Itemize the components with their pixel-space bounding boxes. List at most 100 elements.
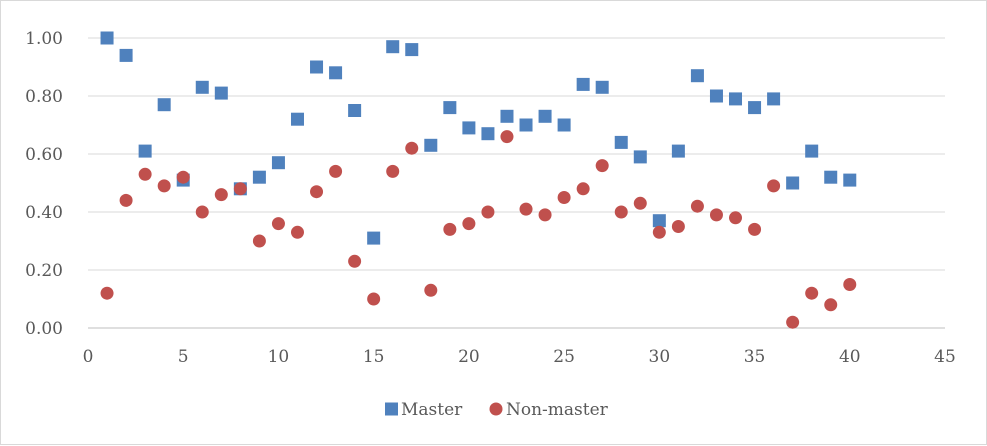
master-point: [805, 144, 819, 158]
master-point: [424, 138, 438, 152]
master-point: [843, 173, 857, 187]
master-point: [119, 48, 133, 62]
master-point: [271, 156, 285, 170]
non-master-point: [538, 208, 552, 222]
non-master-point: [367, 292, 381, 306]
non-master-point: [690, 199, 704, 213]
non-master-point: [767, 179, 781, 193]
non-master-point: [824, 298, 838, 312]
master-point: [386, 40, 400, 54]
non-master-point: [843, 278, 857, 291]
non-master-point: [500, 130, 514, 144]
master-point: [310, 60, 324, 74]
legend-master-label: Master: [401, 400, 463, 420]
master-point: [481, 127, 495, 141]
non-master-point: [233, 182, 247, 196]
non-master-point: [348, 254, 362, 268]
y-tick-label: 0.00: [25, 319, 63, 339]
non-master-point: [195, 205, 209, 219]
x-tick-label: 10: [268, 347, 290, 367]
master-point: [671, 144, 685, 158]
master-point: [252, 170, 266, 184]
master-point: [443, 101, 457, 115]
master-point: [824, 170, 838, 184]
x-tick-label: 30: [649, 347, 671, 367]
master-point: [576, 77, 590, 91]
master-point: [595, 80, 609, 94]
non-master-point: [100, 286, 114, 300]
non-master-point: [443, 222, 457, 236]
non-master-point: [424, 283, 438, 297]
non-master-point: [671, 220, 685, 233]
x-tick-label: 25: [553, 347, 575, 367]
master-point: [614, 135, 628, 149]
x-tick-label: 45: [934, 347, 956, 367]
master-point: [538, 109, 552, 123]
master-point: [329, 66, 343, 80]
non-master-point: [481, 205, 495, 219]
non-master-point: [709, 208, 723, 222]
y-tick-label: 1.00: [25, 29, 63, 49]
series-markers: [100, 31, 857, 329]
non-master-point: [805, 286, 819, 300]
master-point: [786, 176, 800, 190]
legend-non-master-label: Non-master: [506, 400, 609, 420]
x-tick-label: 5: [178, 347, 189, 367]
non-master-point: [748, 222, 762, 236]
master-point: [367, 231, 381, 245]
legend-master-marker: [385, 402, 398, 416]
series-non-master: [100, 130, 857, 329]
non-master-point: [786, 315, 800, 329]
master-point: [462, 121, 476, 135]
master-point: [195, 80, 209, 94]
master-point: [157, 98, 171, 112]
non-master-point: [576, 182, 590, 196]
non-master-point: [633, 196, 647, 210]
non-master-point: [329, 164, 343, 178]
non-master-point: [310, 185, 324, 199]
non-master-point: [557, 191, 571, 204]
non-master-point: [652, 225, 666, 239]
non-master-point: [519, 202, 533, 216]
master-point: [100, 31, 114, 45]
master-point: [633, 150, 647, 164]
non-master-point: [271, 217, 285, 231]
x-tick-label: 15: [363, 347, 385, 367]
non-master-point: [290, 225, 304, 239]
master-point: [214, 86, 228, 100]
non-master-point: [138, 167, 152, 181]
series-master: [100, 31, 857, 245]
y-tick-label: 0.20: [25, 261, 63, 281]
master-point: [348, 104, 362, 117]
y-tick-label: 0.80: [25, 87, 63, 107]
y-axis-tick-labels: 0.00 0.20 0.40 0.60 0.80 1.00: [25, 29, 63, 339]
non-master-point: [462, 217, 476, 231]
non-master-point: [386, 164, 400, 178]
master-point: [500, 109, 514, 123]
master-point: [138, 144, 152, 158]
non-master-point: [214, 188, 228, 202]
master-point: [290, 112, 304, 126]
master-point: [690, 69, 704, 83]
master-point: [748, 101, 762, 115]
x-tick-label: 35: [744, 347, 766, 367]
non-master-point: [157, 179, 171, 193]
y-tick-label: 0.40: [25, 203, 63, 223]
x-tick-label: 40: [839, 347, 861, 367]
non-master-point: [119, 193, 133, 207]
master-point: [729, 92, 743, 106]
non-master-point: [729, 211, 743, 225]
master-point: [709, 89, 723, 103]
x-axis-tick-labels: 0 5 10 15 20 25 30 35 40 45: [83, 347, 956, 367]
y-tick-label: 0.60: [25, 145, 63, 165]
master-point: [652, 214, 666, 228]
x-tick-label: 0: [83, 347, 94, 367]
master-point: [767, 92, 781, 106]
grid-lines: [88, 37, 945, 271]
x-tick-label: 20: [458, 347, 480, 367]
master-point: [557, 118, 571, 132]
non-master-point: [614, 205, 628, 219]
legend: Master Non-master: [385, 400, 609, 420]
